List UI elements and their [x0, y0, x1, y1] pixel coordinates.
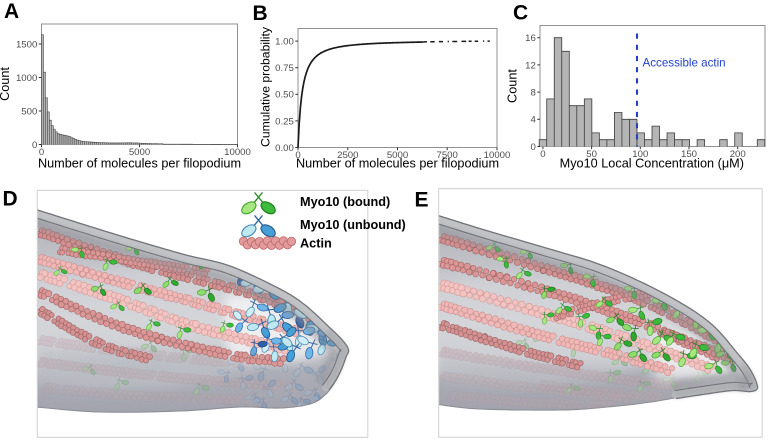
svg-text:D: D	[3, 188, 18, 211]
svg-text:Actin: Actin	[300, 237, 332, 251]
svg-text:50: 50	[586, 149, 597, 160]
svg-text:0.50: 0.50	[275, 90, 294, 101]
svg-text:A: A	[4, 0, 19, 23]
svg-text:Myo10 (bound): Myo10 (bound)	[300, 195, 390, 209]
svg-text:E: E	[415, 189, 429, 212]
svg-text:0.75: 0.75	[275, 63, 294, 74]
svg-text:0: 0	[39, 147, 44, 158]
svg-text:12: 12	[525, 60, 536, 71]
svg-text:0.25: 0.25	[275, 116, 294, 127]
svg-text:Cumulative probability: Cumulative probability	[259, 26, 273, 147]
svg-text:Number of molecules per filopo: Number of molecules per filopodium	[296, 156, 499, 170]
svg-text:7500: 7500	[437, 150, 458, 161]
svg-text:1.00: 1.00	[275, 37, 294, 48]
svg-text:Number of molecules per filopo: Number of molecules per filopodium	[38, 156, 241, 170]
svg-text:1500: 1500	[16, 39, 37, 50]
svg-text:0.00: 0.00	[275, 143, 294, 154]
svg-text:0: 0	[295, 150, 300, 161]
svg-text:100: 100	[632, 149, 648, 160]
svg-text:Accessible actin: Accessible actin	[643, 57, 726, 70]
svg-text:200: 200	[730, 149, 746, 160]
svg-text:10000: 10000	[484, 150, 511, 161]
svg-text:Myo10 (unbound): Myo10 (unbound)	[300, 218, 406, 232]
svg-text:Count: Count	[506, 69, 520, 103]
svg-text:B: B	[253, 2, 268, 25]
svg-text:8: 8	[530, 88, 535, 99]
svg-text:16: 16	[525, 33, 536, 44]
svg-text:1000: 1000	[16, 73, 37, 84]
svg-text:5000: 5000	[129, 147, 150, 158]
svg-text:0: 0	[530, 142, 535, 153]
svg-text:Count: Count	[0, 67, 12, 101]
svg-text:C: C	[513, 2, 528, 25]
svg-text:0: 0	[32, 140, 37, 151]
svg-text:10000: 10000	[224, 147, 251, 158]
svg-text:500: 500	[21, 106, 37, 117]
svg-text:5000: 5000	[387, 150, 408, 161]
svg-text:Myo10 Local Concentration (μM): Myo10 Local Concentration (μM)	[560, 156, 744, 170]
svg-text:150: 150	[681, 149, 697, 160]
svg-text:4: 4	[530, 115, 536, 126]
svg-text:0: 0	[540, 149, 545, 160]
svg-text:2500: 2500	[337, 150, 358, 161]
